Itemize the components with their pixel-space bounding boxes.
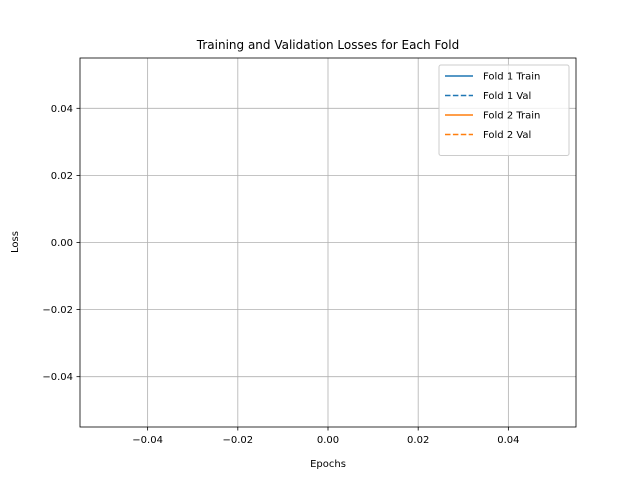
x-tick-label: 0.00	[317, 435, 339, 446]
legend-label: Fold 1 Train	[483, 72, 540, 83]
x-tick-label: 0.04	[497, 435, 519, 446]
x-tick-label: −0.02	[222, 435, 253, 446]
legend-label: Fold 2 Train	[483, 111, 540, 122]
y-tick-label: −0.02	[42, 305, 73, 316]
x-tick-label: −0.04	[132, 435, 163, 446]
chart-title: Training and Validation Losses for Each …	[196, 38, 459, 52]
legend-label: Fold 1 Val	[483, 91, 531, 102]
x-tick-label: 0.02	[407, 435, 429, 446]
legend: Fold 1 Train Fold 1 Val Fold 2 Train Fold 2…	[438, 64, 570, 156]
x-axis-label: Epochs	[310, 459, 346, 470]
y-axis-ticks: −0.04 −0.02 0.00 0.02 0.04	[42, 104, 80, 383]
legend-box	[438, 64, 570, 156]
y-tick-label: 0.00	[51, 238, 73, 249]
y-tick-label: −0.04	[42, 372, 73, 383]
x-axis-ticks: −0.04 −0.02 0.00 0.02 0.04	[132, 427, 519, 446]
y-tick-label: 0.04	[51, 104, 73, 115]
y-axis-label: Loss	[10, 231, 21, 253]
legend-label: Fold 2 Val	[483, 130, 531, 141]
y-tick-label: 0.02	[51, 171, 73, 182]
